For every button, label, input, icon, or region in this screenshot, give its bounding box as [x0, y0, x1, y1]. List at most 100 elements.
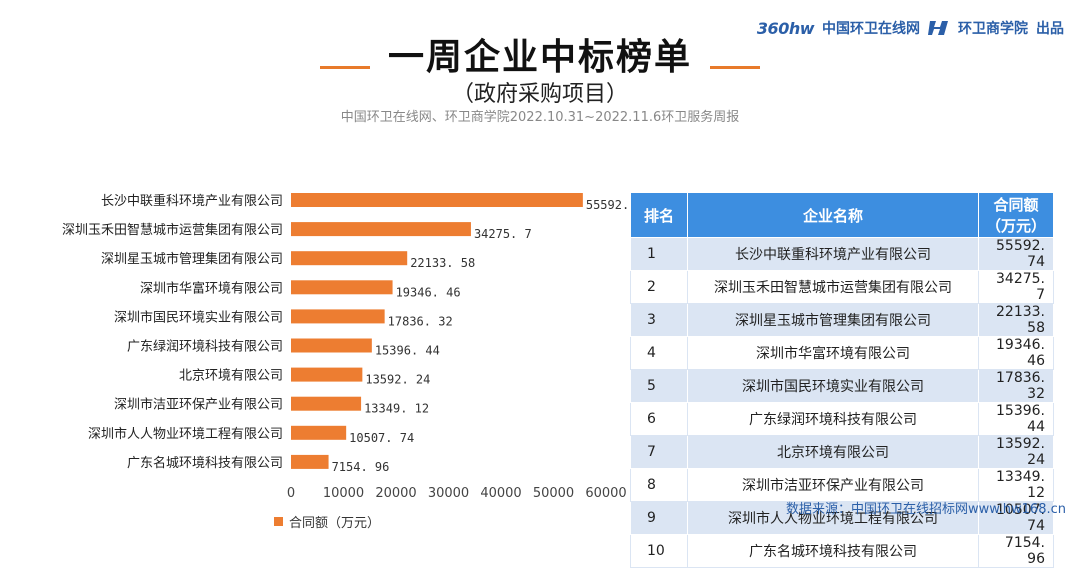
value-label: 13349. 12: [364, 402, 429, 416]
legend-swatch: [274, 517, 283, 526]
row-name: 深圳市人人物业环境工程有限公司: [687, 501, 979, 535]
category-label: 广东绿润环境科技有限公司: [127, 340, 283, 355]
table-row: 2 深圳玉禾田智慧城市运营集团有限公司 34275. 7: [630, 270, 1054, 304]
table-header-row: 排名 企业名称 合同额 （万元）: [630, 192, 1054, 238]
logo-school-name: 环卫商学院: [958, 21, 1028, 37]
report-source-line: 中国环卫在线网、环卫商学院2022.10.31~2022.11.6环卫服务周报: [340, 110, 740, 125]
title-dash-right: [710, 66, 760, 69]
title-dash-left: [320, 66, 370, 69]
logo-360hw: 360hw: [756, 18, 815, 38]
x-tick-label: 0: [287, 486, 295, 501]
bar: [291, 454, 329, 469]
logo-site-name: 中国环卫在线网: [822, 21, 920, 37]
brand-logos: 360hw 中国环卫在线网 环卫商学院 出品: [757, 18, 1064, 38]
category-label: 深圳市洁亚环保产业有限公司: [114, 397, 283, 413]
category-label: 广东名城环境科技有限公司: [127, 455, 283, 471]
ranking-table: 排名 企业名称 合同额 （万元） 1 长沙中联重科环境产业有限公司 55592. 7…: [630, 192, 1054, 568]
bar: [291, 396, 362, 411]
data-source-note: 数据来源：中国环卫在线招标网www.hw168.cn: [785, 502, 1066, 517]
row-amount: 13349. 12: [978, 468, 1054, 502]
category-label: 深圳玉禾田智慧城市运营集团有限公司: [62, 222, 283, 238]
row-rank: 7: [630, 435, 688, 469]
table-row: 10 广东名城环境科技有限公司 7154. 96: [630, 534, 1054, 568]
bar: [291, 251, 408, 266]
table-row: 3 深圳星玉城市管理集团有限公司 22133. 58: [630, 303, 1054, 337]
bar: [291, 193, 583, 207]
x-tick-label: 50000: [533, 486, 574, 501]
row-name: 深圳玉禾田智慧城市运营集团有限公司: [687, 270, 979, 304]
row-rank: 1: [630, 237, 688, 271]
category-label: 北京环境有限公司: [179, 369, 283, 384]
row-name: 深圳市国民环境实业有限公司: [687, 369, 979, 403]
bar: [291, 338, 372, 353]
x-tick-label: 30000: [428, 486, 469, 501]
table-row: 6 广东绿润环境科技有限公司 15396. 44: [630, 402, 1054, 436]
row-amount: 17836. 32: [978, 369, 1054, 403]
x-tick-label: 60000: [585, 486, 626, 501]
category-label: 长沙中联重科环境产业有限公司: [101, 193, 283, 209]
bar: [291, 280, 393, 295]
value-label: 34275. 7: [474, 227, 532, 241]
bar: [291, 367, 363, 382]
row-name: 深圳市华富环境有限公司: [687, 336, 979, 370]
row-amount: 22133. 58: [978, 303, 1054, 337]
row-rank: 3: [630, 303, 688, 337]
value-label: 55592. 74: [586, 198, 630, 212]
ranking-table-wrap: 排名 企业名称 合同额 （万元） 1 长沙中联重科环境产业有限公司 55592. 7…: [630, 192, 1054, 568]
row-name: 深圳市洁亚环保产业有限公司: [687, 468, 979, 502]
row-name: 深圳星玉城市管理集团有限公司: [687, 303, 979, 337]
row-rank: 5: [630, 369, 688, 403]
row-amount: 7154. 96: [978, 534, 1054, 568]
x-tick-label: 20000: [375, 486, 416, 501]
row-amount: 13592. 24: [978, 435, 1054, 469]
page-title: 一周企业中标榜单: [387, 37, 692, 78]
row-amount: 10507. 74: [978, 501, 1054, 535]
table-row: 7 北京环境有限公司 13592. 24: [630, 435, 1054, 469]
row-amount: 55592. 74: [978, 237, 1054, 271]
row-rank: 10: [630, 534, 688, 568]
header-name: 企业名称: [687, 192, 979, 238]
hw-logo-icon: [928, 21, 948, 35]
row-amount: 19346. 46: [978, 336, 1054, 370]
value-label: 15396. 44: [375, 344, 440, 358]
header-amount: 合同额 （万元）: [978, 192, 1054, 238]
publish-label: 出品: [1036, 21, 1064, 37]
value-label: 13592. 24: [365, 373, 430, 387]
row-amount: 34275. 7: [978, 270, 1054, 304]
row-name: 北京环境有限公司: [687, 435, 979, 469]
category-label: 深圳市华富环境有限公司: [140, 280, 283, 296]
table-row: 4 深圳市华富环境有限公司 19346. 46: [630, 336, 1054, 370]
table-row: 8 深圳市洁亚环保产业有限公司 13349. 12: [630, 468, 1054, 502]
row-amount: 15396. 44: [978, 402, 1054, 436]
x-tick-label: 10000: [323, 486, 364, 501]
value-label: 22133. 58: [410, 256, 475, 270]
bar: [291, 425, 347, 440]
category-label: 深圳星玉城市管理集团有限公司: [101, 251, 283, 267]
value-label: 19346. 46: [396, 285, 461, 299]
value-label: 7154. 96: [332, 460, 390, 474]
bar: [291, 222, 471, 237]
row-rank: 8: [630, 468, 688, 502]
category-label: 深圳市人人物业环境工程有限公司: [88, 426, 283, 442]
value-label: 17836. 32: [388, 314, 453, 328]
header-amount-line1: 合同额: [993, 196, 1039, 214]
row-rank: 9: [630, 501, 688, 535]
x-tick-label: 40000: [480, 486, 521, 501]
row-name: 广东名城环境科技有限公司: [687, 534, 979, 568]
chart-legend: 合同额（万元）: [274, 512, 380, 531]
page-subtitle: （政府采购项目）: [451, 82, 628, 107]
legend-label: 合同额（万元）: [289, 516, 381, 531]
category-label: 深圳市国民环境实业有限公司: [114, 309, 283, 325]
row-rank: 6: [630, 402, 688, 436]
header-amount-line2: （万元）: [985, 217, 1046, 235]
table-row: 5 深圳市国民环境实业有限公司 17836. 32: [630, 369, 1054, 403]
table-row: 9 深圳市人人物业环境工程有限公司 10507. 74: [630, 501, 1054, 535]
row-rank: 2: [630, 270, 688, 304]
row-name: 广东绿润环境科技有限公司: [687, 402, 979, 436]
bar-chart: 长沙中联重科环境产业有限公司 55592. 74 深圳玉禾田智慧城市运营集团有限公司…: [62, 193, 630, 501]
value-label: 10507. 74: [349, 431, 414, 445]
table-row: 1 长沙中联重科环境产业有限公司 55592. 74: [630, 237, 1054, 271]
row-name: 长沙中联重科环境产业有限公司: [687, 237, 979, 271]
header-rank: 排名: [630, 192, 688, 238]
row-rank: 4: [630, 336, 688, 370]
